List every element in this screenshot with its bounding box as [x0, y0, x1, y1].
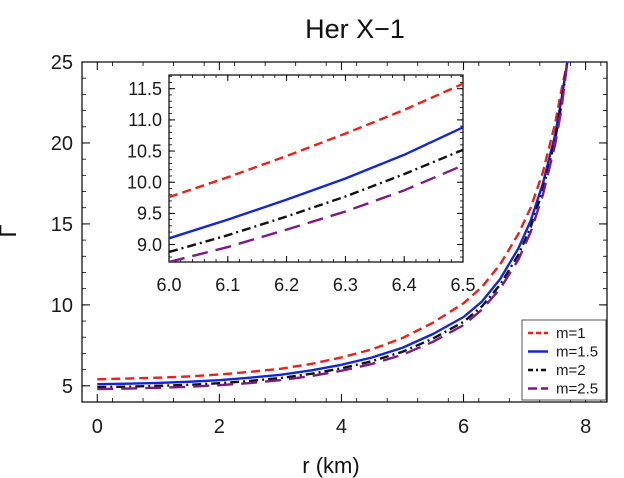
main-x-tick-label: 2 — [214, 416, 225, 438]
inset-x-tick-label: 6.5 — [450, 275, 475, 295]
legend-label: m=1 — [556, 325, 586, 342]
main-x-tick-label: 0 — [92, 416, 103, 438]
main-series-m-1 — [97, 62, 569, 381]
inset-series-m-2-5 — [169, 164, 463, 262]
inset-y-tick-label: 11.0 — [128, 110, 162, 130]
inset-x-tick-label: 6.0 — [156, 275, 181, 295]
inset-plot-area: 6.0 6.1 6.2 6.3 6.4 6.5 9.0 9.5 10.0 10.5 11.0 11.5 — [127, 74, 476, 295]
main-x-tick-label: 8 — [580, 416, 591, 438]
main-y-tick-label: 25 — [51, 52, 73, 74]
inset-series-m-1 — [169, 82, 463, 199]
inset-frame — [168, 74, 464, 263]
main-y-tick-label: 5 — [62, 376, 73, 398]
inset-x-tick-label: 6.3 — [333, 275, 358, 295]
main-y-tick-label: 20 — [51, 133, 73, 155]
inset-series-m-1-5 — [169, 126, 463, 240]
y-axis-label: Γ — [0, 224, 22, 237]
inset-y-tick-label: 10.5 — [127, 141, 162, 161]
main-series-m-1-5 — [97, 62, 569, 386]
inset-x-tick-label: 6.2 — [274, 275, 299, 295]
legend: m=1 m=1.5m=2 m=2.5 — [521, 319, 607, 401]
inset-x-tick-label: 6.4 — [392, 275, 417, 295]
legend-label: m=2 — [556, 362, 586, 379]
main-y-tick-label: 15 — [51, 214, 73, 236]
main-x-tick-label: 4 — [336, 416, 347, 438]
inset-y-tick-label: 10.0 — [127, 173, 162, 193]
main-series-m-2-5 — [97, 62, 569, 391]
inset-y-tick-label: 11.5 — [128, 79, 162, 99]
inset-y-tick-label: 9.5 — [137, 204, 162, 224]
main-y-tick-label: 10 — [51, 295, 73, 317]
legend-label: m=2.5 — [556, 381, 598, 398]
x-axis-label: r (km) — [302, 453, 359, 478]
chart-title: Her X−1 — [305, 14, 405, 44]
inset-x-tick-label: 6.1 — [215, 275, 240, 295]
main-x-tick-label: 6 — [458, 416, 469, 438]
legend-label: m=1.5 — [556, 344, 598, 361]
inset-y-tick-label: 9.0 — [137, 235, 162, 255]
inset-series-m-2 — [169, 148, 463, 254]
